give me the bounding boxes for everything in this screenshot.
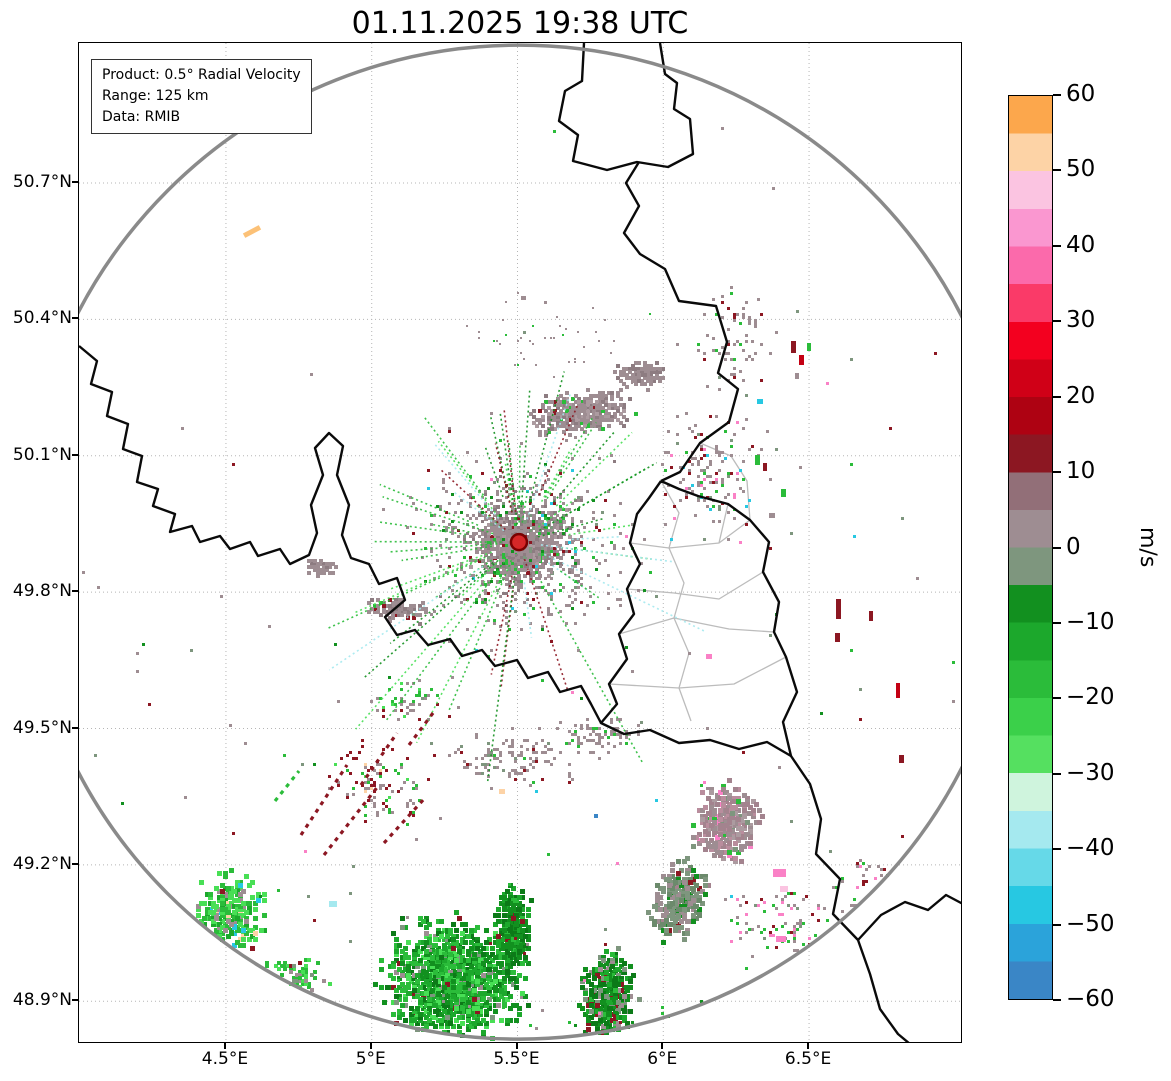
colorbar-tick-label: 40 — [1066, 231, 1096, 258]
y-tick-mark — [72, 317, 78, 320]
product-line: Product: 0.5° Radial Velocity — [102, 67, 301, 83]
map-panel: Product: 0.5° Radial Velocity Range: 125… — [78, 42, 962, 1043]
colorbar — [1008, 95, 1053, 1000]
colorbar-tick-mark — [1053, 923, 1061, 926]
colorbar-tick-label: 20 — [1066, 382, 1096, 409]
y-tick-label: 50.7°N — [12, 172, 72, 192]
district-border — [618, 617, 775, 635]
colorbar-tick-label: −50 — [1066, 910, 1115, 937]
y-tick-label: 50.1°N — [12, 444, 72, 465]
radar-map — [79, 43, 961, 1042]
district-border — [608, 656, 787, 689]
colorbar-tick-mark — [1053, 471, 1061, 474]
range-line: Range: 125 km — [102, 88, 209, 104]
y-tick-mark — [72, 726, 78, 729]
echo-cluster-mid-south-scatter — [430, 727, 580, 790]
x-tick-label: 4.5°E — [201, 1049, 249, 1069]
colorbar-tick-label: −10 — [1066, 608, 1115, 635]
colorbar-tick-label: 60 — [1066, 81, 1096, 107]
border-france-belgium — [79, 345, 603, 724]
x-tick-mark — [223, 1043, 226, 1049]
colorbar-tick-label: 50 — [1066, 156, 1096, 183]
x-tick-label: 5°E — [355, 1049, 386, 1069]
district-border — [629, 519, 751, 549]
district-border — [626, 571, 764, 600]
echo-cluster-north-blob-2 — [613, 361, 665, 392]
colorbar-tick-mark — [1053, 697, 1061, 700]
colorbar-tick-label: −40 — [1066, 835, 1115, 862]
x-tick-label: 6.5°E — [784, 1049, 832, 1069]
colorbar-tick-mark — [1053, 244, 1061, 247]
y-tick-mark — [72, 453, 78, 456]
colorbar-tick-mark — [1053, 169, 1061, 172]
echo-cluster-north-speckle — [466, 292, 651, 384]
colorbar-tick-mark — [1053, 320, 1061, 323]
y-tick-mark — [72, 590, 78, 593]
product-info-box: Product: 0.5° Radial Velocity Range: 125… — [91, 59, 312, 134]
echo-cluster-west-arm-2 — [307, 559, 338, 578]
y-tick-mark — [72, 181, 78, 183]
echo-dash-lines — [273, 712, 435, 856]
border-france-germany — [790, 755, 910, 1042]
colorbar-tick-mark — [1053, 94, 1061, 96]
echo-cluster-clutter-halo — [430, 460, 622, 631]
colorbar-tick-mark — [1053, 621, 1061, 624]
echo-cluster-south-green-east — [577, 946, 642, 1035]
x-tick-mark — [369, 1043, 372, 1049]
colorbar-tick-mark — [1053, 772, 1061, 775]
data-source-line: Data: RMIB — [102, 109, 181, 125]
colorbar-unit-label: m/s — [1135, 527, 1160, 568]
y-tick-label: 49.2°N — [12, 853, 72, 874]
x-tick-label: 5.5°E — [493, 1049, 540, 1069]
echo-cluster-southeast-scatter — [724, 892, 844, 958]
colorbar-tick-label: −20 — [1066, 684, 1115, 711]
echo-cluster-north-blob — [529, 388, 638, 437]
y-tick-label: 49.8°N — [12, 581, 72, 602]
range-ring — [79, 43, 961, 1041]
colorbar-tick-label: −60 — [1066, 986, 1115, 1012]
x-tick-mark — [807, 1043, 810, 1049]
radar-site-marker — [509, 532, 529, 552]
colorbar-tick-label: 10 — [1066, 458, 1096, 485]
colorbar-tick-mark — [1053, 546, 1061, 549]
echo-cluster-south-belt-scatter — [550, 718, 640, 760]
border-germany-east — [857, 893, 961, 941]
radar-echo-layer — [82, 127, 955, 1041]
echo-features — [242, 225, 904, 942]
colorbar-tick-label: −30 — [1066, 759, 1115, 786]
echo-cluster-southeast-mauve — [691, 778, 765, 864]
y-tick-label: 49.5°N — [12, 717, 72, 738]
colorbar-tick-mark — [1053, 848, 1061, 851]
echo-specks — [82, 127, 955, 1009]
y-tick-mark — [72, 999, 78, 1002]
echo-cluster-left-green — [196, 868, 267, 951]
x-tick-label: 6°E — [647, 1049, 678, 1069]
x-tick-mark — [515, 1043, 518, 1049]
colorbar-tick-label: 30 — [1066, 307, 1096, 334]
figure-title: 01.11.2025 19:38 UTC — [351, 6, 689, 41]
echo-cluster-southeast-graygreen — [646, 856, 711, 945]
y-tick-label: 48.9°N — [12, 990, 72, 1011]
colorbar-tick-mark — [1053, 395, 1061, 398]
x-tick-mark — [661, 1043, 664, 1049]
border-belgium-germany — [622, 161, 740, 483]
echo-cluster-east-scatter — [661, 394, 778, 544]
border-luxembourg — [599, 479, 799, 758]
y-tick-mark — [72, 862, 78, 865]
district-border — [718, 503, 729, 544]
echo-cluster-left-green-2 — [265, 958, 332, 992]
echo-cluster-southwest-mid-scatter — [370, 679, 460, 721]
district-border — [660, 480, 692, 722]
echo-cluster-south-green-column — [496, 883, 534, 984]
country-borders — [79, 43, 961, 1042]
echo-cluster-south-deep-scatter — [529, 1000, 703, 1030]
colorbar-tick-label: 0 — [1066, 533, 1081, 560]
echo-cluster-northeast-scatter — [697, 286, 778, 391]
colorbar-tick-mark — [1053, 999, 1061, 1001]
border-north-enclave — [557, 43, 695, 172]
y-tick-label: 50.4°N — [12, 308, 72, 329]
